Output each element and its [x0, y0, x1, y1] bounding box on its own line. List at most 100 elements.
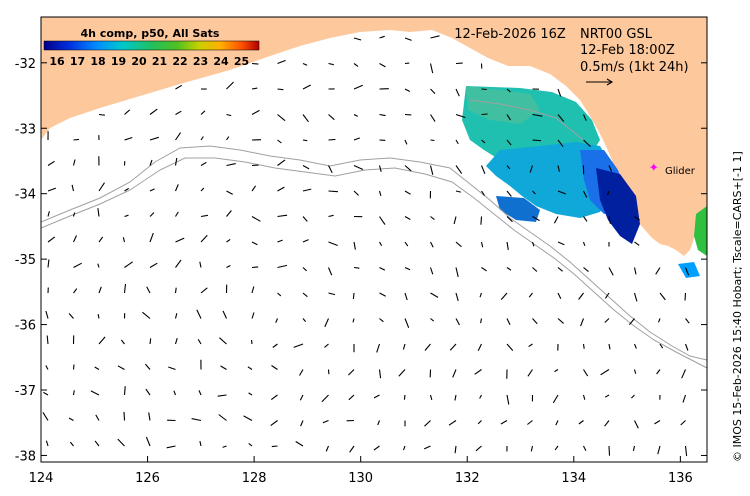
plot-frame — [40, 16, 708, 463]
current-arrow — [480, 318, 483, 324]
current-arrow — [632, 445, 636, 452]
current-arrow — [149, 262, 158, 268]
current-arrow — [226, 265, 231, 268]
current-arrow — [222, 310, 227, 319]
current-arrow — [657, 445, 661, 455]
current-arrow — [328, 114, 335, 121]
current-arrow — [532, 190, 536, 195]
current-arrow — [353, 114, 358, 117]
current-arrow — [452, 369, 457, 378]
current-arrow — [199, 440, 202, 447]
current-arrow — [404, 165, 412, 172]
current-arrow — [277, 186, 285, 192]
current-arrow — [455, 241, 462, 248]
current-arrow — [175, 84, 183, 90]
lon-tick-label: 130 — [348, 471, 373, 486]
colorbar-title: 4h comp, p50, All Sats — [81, 27, 220, 40]
current-arrow — [191, 418, 202, 422]
current-arrow — [302, 84, 311, 90]
current-arrow — [72, 364, 75, 370]
current-arrow — [120, 339, 125, 345]
current-arrow — [659, 292, 666, 301]
current-arrow — [277, 214, 288, 218]
current-arrow — [149, 338, 152, 345]
lat-tick-label: -35 — [15, 253, 36, 268]
current-arrow — [455, 267, 459, 278]
glider-label: Glider — [665, 166, 696, 177]
current-arrow — [123, 386, 126, 396]
current-arrow — [582, 114, 587, 121]
current-arrow — [348, 394, 355, 401]
current-arrow — [98, 182, 105, 192]
current-time-label: 12-Feb 18:00Z — [580, 43, 675, 58]
colorbar-tick-label: 23 — [193, 55, 208, 68]
current-arrow — [197, 339, 202, 345]
current-arrow — [404, 216, 411, 220]
current-arrow — [217, 394, 227, 397]
colorbar-tick-label: 18 — [90, 55, 105, 68]
current-arrow — [68, 417, 74, 421]
current-arrow — [633, 267, 637, 275]
current-arrow — [634, 241, 640, 246]
current-arrow — [97, 263, 100, 268]
current-arrow — [71, 184, 75, 192]
current-arrow — [144, 363, 151, 370]
current-arrow — [634, 420, 639, 429]
current-arrow — [73, 138, 80, 141]
current-arrow — [200, 214, 208, 218]
current-arrow — [423, 445, 431, 450]
current-arrow — [529, 165, 534, 173]
current-arrow — [321, 394, 329, 403]
current-arrow — [608, 216, 611, 224]
current-arrow — [149, 212, 155, 217]
current-arrow — [404, 37, 412, 41]
current-arrow — [532, 113, 543, 117]
current-arrow — [552, 394, 559, 404]
current-arrow — [349, 445, 355, 453]
current-arrow — [379, 216, 386, 225]
current-arrow — [45, 310, 49, 319]
current-arrow — [583, 216, 588, 222]
current-arrow — [124, 214, 129, 218]
current-arrow — [429, 63, 434, 74]
current-arrow — [455, 292, 459, 302]
current-arrow — [373, 445, 380, 451]
current-arrow — [353, 63, 359, 67]
credit-text: © IMOS 15-Feb-2026 15:40 Hobart; Tscale=… — [731, 151, 744, 462]
current-arrow — [352, 318, 355, 323]
current-arrow — [555, 420, 559, 426]
current-arrow — [324, 318, 330, 328]
current-arrow — [398, 369, 406, 377]
current-arrow — [117, 365, 125, 370]
current-arrow — [404, 241, 409, 247]
current-arrow — [251, 312, 255, 319]
current-arrow — [628, 318, 635, 326]
current-arrow — [583, 267, 589, 273]
current-arrow — [222, 445, 227, 448]
current-arrow — [404, 292, 408, 301]
current-arrow — [145, 436, 151, 447]
current-arrow — [124, 187, 129, 192]
current-arrow — [606, 190, 610, 196]
current-arrow — [328, 165, 333, 173]
colorbar-tick-label: 20 — [131, 55, 147, 68]
current-arrow — [353, 190, 359, 196]
current-arrow — [633, 292, 638, 302]
current-arrow — [684, 343, 689, 351]
current-arrow — [271, 365, 278, 370]
current-arrow — [251, 62, 259, 65]
current-arrow — [300, 420, 304, 427]
current-arrow — [506, 114, 511, 121]
current-arrow — [424, 420, 431, 427]
current-arrow — [149, 108, 158, 115]
current-arrow — [583, 369, 589, 377]
current-arrow — [604, 292, 610, 299]
lon-tick-label: 136 — [668, 471, 693, 486]
colorbar-tick-label: 19 — [111, 55, 126, 68]
current-arrow — [680, 420, 686, 426]
current-arrow — [247, 366, 253, 370]
current-arrow — [404, 88, 411, 92]
svg-text:✦: ✦ — [649, 161, 659, 175]
current-arrow — [72, 212, 76, 217]
current-arrow — [198, 390, 202, 396]
